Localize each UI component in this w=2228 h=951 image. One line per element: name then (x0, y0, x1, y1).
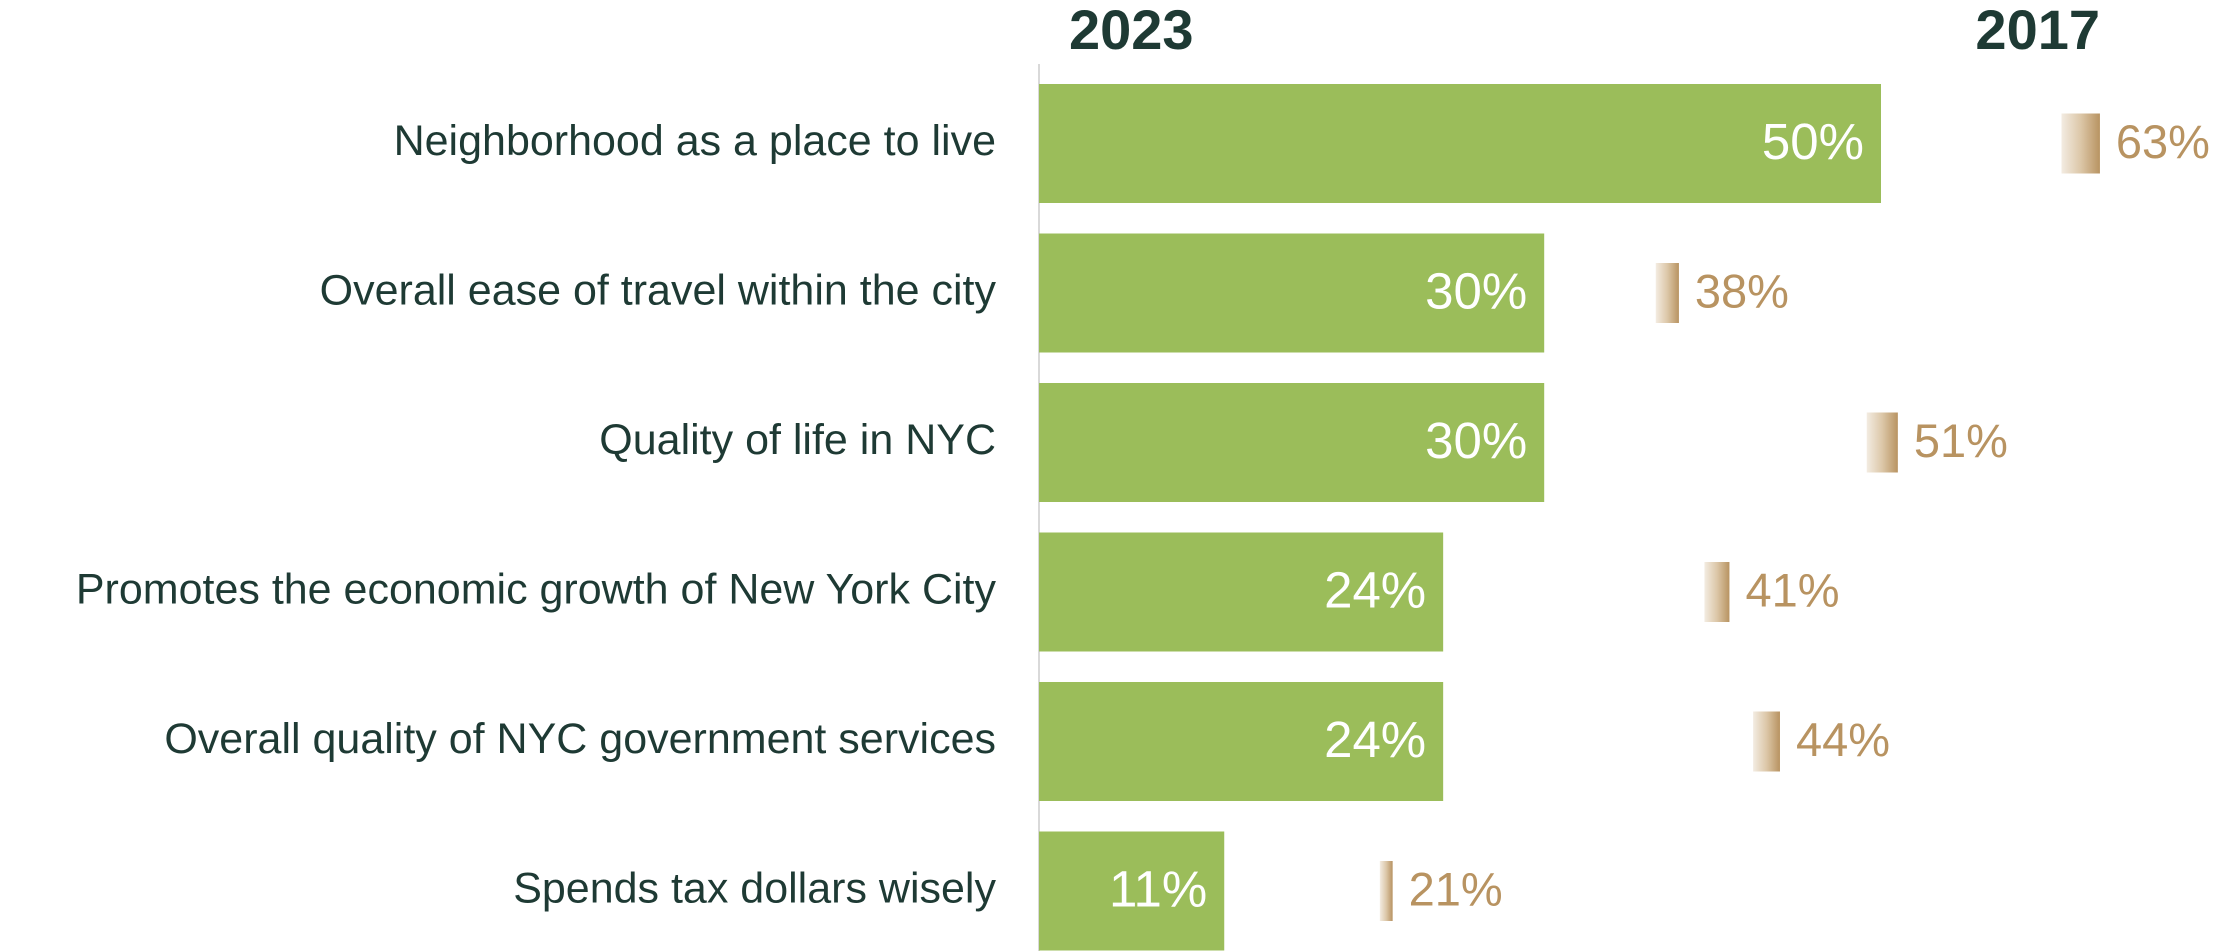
value-label: 38% (1695, 264, 1789, 317)
series-header: 2017 (1975, 0, 2100, 61)
marker (1379, 861, 1393, 921)
value-label: 11% (1109, 860, 1207, 917)
value-label: 30% (1425, 412, 1527, 469)
category-label: Spends tax dollars wisely (513, 864, 996, 912)
value-label: 24% (1324, 561, 1426, 618)
bar (1039, 233, 1545, 353)
value-label: 30% (1425, 262, 1527, 319)
bar (1039, 532, 1444, 652)
category-label: Quality of life in NYC (599, 416, 996, 464)
value-label: 50% (1762, 113, 1864, 170)
series-header: 2023 (1069, 0, 1194, 61)
value-label: 41% (1745, 563, 1839, 616)
marker (2061, 113, 2100, 174)
bar (1039, 84, 1881, 203)
value-label: 63% (2116, 115, 2210, 168)
bar (1039, 831, 1225, 951)
bar (1039, 682, 1444, 801)
value-label: 44% (1796, 713, 1890, 766)
value-label: 21% (1409, 862, 1503, 915)
marker (1704, 562, 1730, 622)
category-label: Overall ease of travel within the city (320, 266, 997, 314)
value-label: 24% (1324, 711, 1426, 768)
bar (1039, 383, 1545, 502)
marker (1866, 412, 1898, 473)
category-label: Overall quality of NYC government servic… (164, 715, 996, 763)
value-label: 51% (1914, 414, 2008, 467)
marker (1753, 711, 1780, 772)
marker (1655, 263, 1679, 323)
category-label: Promotes the economic growth of New York… (76, 565, 997, 613)
category-label: Neighborhood as a place to live (394, 117, 996, 165)
